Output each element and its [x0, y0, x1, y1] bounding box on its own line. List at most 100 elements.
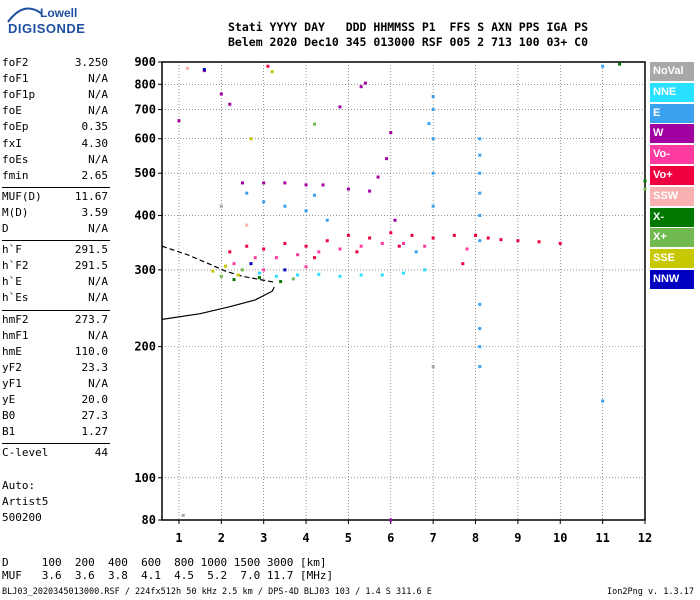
data-point — [219, 274, 223, 278]
param-value: 273.7 — [74, 312, 108, 326]
data-point — [363, 81, 367, 85]
param-name: foF2 — [2, 56, 29, 69]
param-value: N/A — [88, 222, 108, 235]
data-point — [338, 105, 342, 109]
data-point — [601, 64, 605, 68]
data-point — [317, 250, 321, 254]
y-tick-label: 900 — [134, 55, 156, 69]
legend-item: NNW — [650, 269, 694, 289]
param-name: yE — [2, 393, 16, 406]
data-point — [296, 273, 300, 277]
data-point — [478, 191, 482, 195]
data-point — [380, 273, 384, 277]
data-point — [427, 122, 431, 126]
data-point — [270, 70, 274, 74]
x-tick-label: 4 — [302, 531, 309, 545]
data-point — [618, 62, 622, 66]
data-point — [397, 244, 401, 248]
auto-program: Artist5 — [2, 495, 49, 508]
param-value: 291.5 — [74, 243, 108, 257]
param-row: C-level 44 — [2, 446, 108, 462]
data-point — [355, 250, 359, 254]
data-point — [643, 179, 647, 183]
param-row: hmF2 273.7 — [2, 313, 108, 329]
data-point — [338, 247, 342, 251]
param-name: fmin — [2, 168, 29, 182]
data-point — [389, 131, 393, 135]
param-name: MUF(D) — [2, 189, 42, 203]
data-point — [478, 137, 482, 141]
data-point — [389, 231, 393, 235]
param-row: fmin 2.65 — [2, 169, 108, 185]
auto-label: Auto: — [2, 479, 36, 492]
data-point — [181, 513, 185, 517]
data-point — [202, 68, 206, 72]
param-row: fxI 4.30 — [2, 137, 108, 153]
data-point — [478, 153, 482, 157]
param-row: foEp 0.35 — [2, 120, 108, 136]
param-row: h`F2 291.5 — [2, 259, 108, 275]
data-point — [313, 256, 317, 260]
x-tick-label: 9 — [514, 531, 521, 545]
x-tick-label: 5 — [345, 531, 352, 545]
data-point — [452, 233, 456, 237]
x-tick-label: 2 — [218, 531, 225, 545]
data-point — [219, 92, 223, 96]
param-name: yF2 — [2, 360, 22, 374]
data-point — [346, 233, 350, 237]
param-value: N/A — [88, 376, 108, 390]
param-row: h`E N/A — [2, 275, 108, 291]
legend-item: E — [650, 103, 694, 123]
legend-item: SSE — [650, 249, 694, 269]
data-point — [257, 276, 261, 280]
data-point — [304, 183, 308, 187]
param-value: 1.27 — [81, 425, 109, 439]
y-tick-label: 400 — [134, 208, 156, 222]
data-point — [385, 157, 389, 161]
data-point — [262, 200, 266, 204]
y-tick-label: 300 — [134, 263, 156, 277]
param-name: h`E — [2, 275, 22, 289]
param-name: foF1 — [2, 72, 29, 86]
param-row: hmE 110.0 — [2, 345, 108, 361]
data-point — [368, 236, 372, 240]
param-value: N/A — [88, 104, 108, 118]
data-point — [317, 272, 321, 276]
legend-item: NoVal — [650, 62, 694, 81]
muf-row: MUF 3.6 3.6 3.8 4.1 4.5 5.2 7.0 11.7 [MH… — [2, 569, 334, 582]
trace-dashed-line — [161, 245, 275, 283]
data-point — [304, 244, 308, 248]
data-point — [478, 239, 482, 243]
legend-item: SSW — [650, 186, 694, 206]
data-point — [313, 122, 317, 126]
param-row: foE N/A — [2, 104, 108, 120]
param-value: 291.5 — [74, 259, 108, 273]
autoscaling-info: Auto: Artist5 500200 — [2, 478, 48, 526]
y-tick-label: 600 — [134, 132, 156, 146]
data-point — [338, 274, 342, 278]
data-point — [474, 233, 478, 237]
data-point — [228, 250, 232, 254]
param-name: h`Es — [2, 291, 29, 305]
y-tick-label: 500 — [134, 166, 156, 180]
data-point — [478, 345, 482, 349]
data-point — [296, 253, 300, 257]
param-row: foEs N/A — [2, 153, 108, 169]
data-point — [380, 241, 384, 245]
data-point — [478, 302, 482, 306]
param-name: hmF2 — [2, 312, 29, 326]
legend-item: NNE — [650, 82, 694, 102]
legend-item: X+ — [650, 228, 694, 248]
param-row: h`F 291.5 — [2, 243, 108, 259]
data-point — [537, 240, 541, 244]
x-tick-label: 12 — [638, 531, 652, 545]
param-value: N/A — [88, 328, 108, 342]
data-point — [283, 268, 287, 272]
param-row: hmF1 N/A — [2, 329, 108, 345]
param-name: h`F2 — [2, 259, 29, 273]
param-row: foF1 N/A — [2, 72, 108, 88]
data-point — [283, 181, 287, 185]
x-tick-label: 1 — [175, 531, 182, 545]
logo-line2: DIGISONDE — [8, 21, 86, 36]
